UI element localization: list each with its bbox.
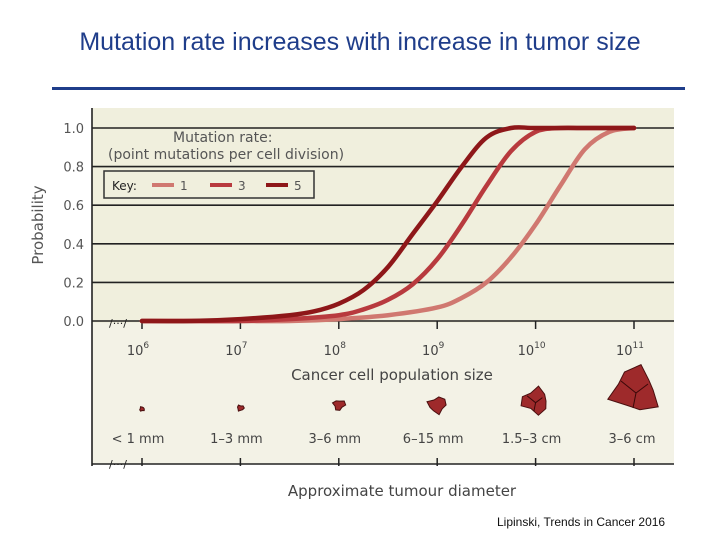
tumour-size-label: 3–6 mm (309, 432, 362, 447)
tumour-shape (606, 364, 659, 411)
tumour-shape (236, 404, 245, 412)
plot-area (92, 108, 674, 323)
x-tick-label: 1010 (518, 341, 546, 359)
x-tick-label: 1011 (616, 341, 644, 359)
tumour-size-label: 6–15 mm (403, 432, 464, 447)
y-axis-label: Probability (29, 185, 47, 264)
series-line-5 (139, 125, 637, 324)
tumour-size-label: < 1 mm (112, 432, 165, 447)
y-tick-label: 0.2 (63, 276, 84, 291)
tumour-size-label: 1–3 mm (210, 432, 263, 447)
y-tick-label: 0.6 (63, 199, 84, 214)
legend-subtitle: (point mutations per cell division) (108, 147, 344, 163)
axis-break-mark: /···/ (109, 317, 127, 330)
legend-key-label: Key: (112, 179, 137, 193)
x-tick-label: 109 (422, 341, 445, 359)
x-axis-label: Cancer cell population size (291, 366, 493, 384)
tumour-vessel (620, 380, 649, 409)
legend-label-5: 5 (294, 179, 302, 193)
x-tick-label: 108 (324, 341, 347, 359)
tumour-shape (426, 396, 447, 416)
tumour-size-label: 1.5–3 cm (502, 432, 561, 447)
tumour-size-label: 3–6 cm (609, 432, 656, 447)
lower-axis-label: Approximate tumour diameter (288, 482, 517, 500)
legend-label-1: 1 (180, 179, 188, 193)
y-tick-label: 0.0 (63, 315, 84, 330)
legend-label-3: 3 (238, 179, 246, 193)
slide-title: Mutation rate increases with increase in… (79, 28, 641, 56)
tumour-shape (139, 406, 145, 412)
title-rule (52, 87, 685, 90)
tumour-shape (331, 400, 347, 411)
legend-title: Mutation rate: (173, 130, 272, 146)
citation: Lipinski, Trends in Cancer 2016 (497, 515, 666, 529)
x-tick-label: 106 (127, 341, 150, 359)
lower-panel (92, 323, 674, 464)
axis-break-mark: /···/ (109, 458, 127, 471)
y-tick-label: 0.4 (63, 238, 84, 253)
tumour-vessel (526, 395, 543, 412)
x-tick-label: 107 (225, 341, 247, 359)
y-tick-label: 0.8 (63, 161, 84, 176)
y-tick-label: 1.0 (63, 122, 84, 137)
